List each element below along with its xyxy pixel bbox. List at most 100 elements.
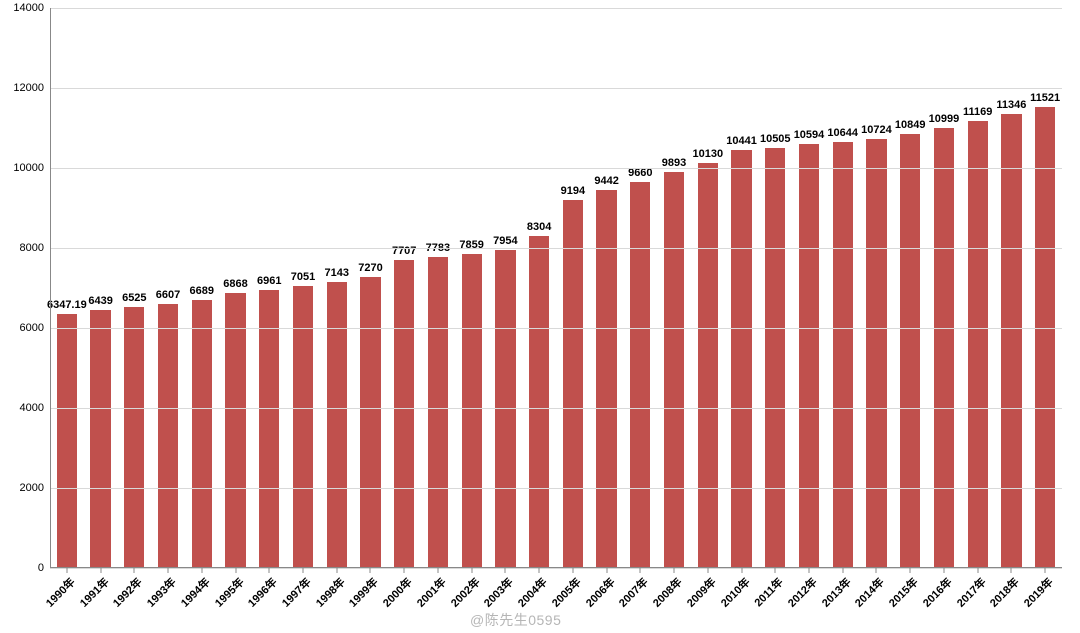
y-tick-label: 12000: [13, 82, 50, 94]
bar: 10999: [934, 128, 954, 568]
x-tick-label: 2006年: [582, 574, 618, 610]
bar: 6347.19: [57, 314, 77, 568]
x-tick-label: 1995年: [210, 574, 246, 610]
x-tick-label: 1992年: [109, 574, 145, 610]
bar-value-label: 11346: [996, 99, 1026, 114]
x-tick-label: 2004年: [514, 574, 550, 610]
bar-value-label: 7051: [291, 271, 315, 286]
bar-value-label: 10644: [827, 127, 858, 142]
gridline: [50, 88, 1062, 89]
bar: 11346: [1001, 114, 1021, 568]
gridline: [50, 488, 1062, 489]
x-tick-mark: [168, 568, 169, 573]
x-tick-label: 1997年: [278, 574, 314, 610]
x-tick-label: 2002年: [447, 574, 483, 610]
x-tick-mark: [100, 568, 101, 573]
bar: 10644: [833, 142, 853, 568]
x-tick-mark: [471, 568, 472, 573]
x-tick-mark: [876, 568, 877, 573]
bar: 11169: [968, 121, 988, 568]
x-tick-label: 2009年: [683, 574, 719, 610]
x-tick-label: 2012年: [784, 574, 820, 610]
bar: 9660: [630, 182, 650, 568]
x-tick-label: 2007年: [615, 574, 651, 610]
x-tick-mark: [572, 568, 573, 573]
bar: 7270: [360, 277, 380, 568]
bar-value-label: 10594: [794, 129, 825, 144]
bar: 6689: [192, 300, 212, 568]
x-tick-mark: [943, 568, 944, 573]
x-tick-label: 2016年: [919, 574, 955, 610]
gridline: [50, 408, 1062, 409]
bar: 6439: [90, 310, 110, 568]
bar-value-label: 6525: [122, 292, 146, 307]
bar: 9893: [664, 172, 684, 568]
x-tick-mark: [1011, 568, 1012, 573]
bar: 6525: [124, 307, 144, 568]
bar-value-label: 7783: [426, 242, 450, 257]
x-tick-mark: [269, 568, 270, 573]
x-tick-label: 1999年: [345, 574, 381, 610]
x-tick-mark: [674, 568, 675, 573]
x-tick-label: 2010年: [716, 574, 752, 610]
bar: 7783: [428, 257, 448, 568]
gridline: [50, 168, 1062, 169]
x-axis-labels: 1990年1991年1992年1993年1994年1995年1996年1997年…: [50, 568, 1062, 628]
y-tick-label: 4000: [20, 402, 50, 414]
x-tick-mark: [66, 568, 67, 573]
x-tick-mark: [404, 568, 405, 573]
y-tick-label: 14000: [13, 2, 50, 14]
y-tick-label: 6000: [20, 322, 50, 334]
x-tick-mark: [809, 568, 810, 573]
y-tick-label: 2000: [20, 482, 50, 494]
bar-value-label: 6689: [190, 285, 214, 300]
gridline: [50, 248, 1062, 249]
bar: 6607: [158, 304, 178, 568]
x-tick-label: 2000年: [379, 574, 415, 610]
x-tick-mark: [640, 568, 641, 573]
x-tick-label: 2001年: [413, 574, 449, 610]
plot-area: 6347.19643965256607668968686961705171437…: [50, 8, 1062, 568]
x-tick-mark: [539, 568, 540, 573]
x-tick-mark: [303, 568, 304, 573]
bar-value-label: 9893: [662, 157, 686, 172]
bar: 7143: [327, 282, 347, 568]
bar: 9442: [596, 190, 616, 568]
bar-value-label: 6607: [156, 289, 180, 304]
x-tick-label: 2019年: [1020, 574, 1056, 610]
gridline: [50, 328, 1062, 329]
bar: 11521: [1035, 107, 1055, 568]
bar: 10594: [799, 144, 819, 568]
x-tick-mark: [134, 568, 135, 573]
x-tick-mark: [437, 568, 438, 573]
bar: 10441: [731, 150, 751, 568]
x-tick-label: 1991年: [76, 574, 112, 610]
bar-value-label: 7707: [392, 245, 416, 260]
bar: 9194: [563, 200, 583, 568]
bar-value-label: 8304: [527, 221, 551, 236]
x-tick-mark: [910, 568, 911, 573]
x-tick-label: 1994年: [177, 574, 213, 610]
x-tick-label: 1990年: [42, 574, 78, 610]
bars-layer: 6347.19643965256607668968686961705171437…: [50, 8, 1062, 568]
bar-value-label: 6347.19: [47, 299, 87, 314]
bar: 10130: [698, 163, 718, 568]
gridline: [50, 8, 1062, 9]
bar: 10849: [900, 134, 920, 568]
bar: 6961: [259, 290, 279, 568]
y-tick-label: 0: [38, 562, 50, 574]
bar-value-label: 6868: [223, 278, 247, 293]
chart-container: 广东1990至2019年总人口数变化图(万人) 6347.19643965256…: [0, 0, 1080, 633]
x-tick-mark: [606, 568, 607, 573]
bar-value-label: 6439: [88, 295, 112, 310]
bar-value-label: 10505: [760, 133, 791, 148]
x-tick-mark: [505, 568, 506, 573]
x-tick-label: 2015年: [885, 574, 921, 610]
bar-value-label: 6961: [257, 275, 281, 290]
x-tick-label: 2013年: [818, 574, 854, 610]
y-tick-label: 8000: [20, 242, 50, 254]
bar-value-label: 10724: [861, 124, 892, 139]
x-tick-mark: [370, 568, 371, 573]
bar: 10724: [866, 139, 886, 568]
bar-value-label: 10441: [726, 135, 757, 150]
